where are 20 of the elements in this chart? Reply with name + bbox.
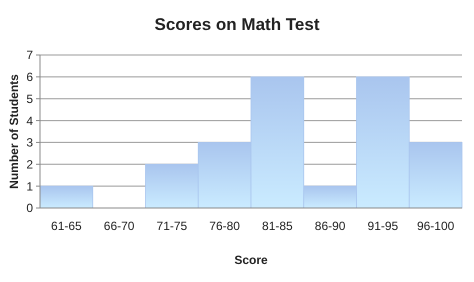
- x-tick-label: 81-85: [262, 219, 294, 233]
- x-tick-label: 91-95: [368, 219, 399, 233]
- x-axis-title: Score: [234, 253, 268, 267]
- y-tick-label: 6: [26, 70, 34, 84]
- y-tick-label: 4: [26, 114, 34, 128]
- y-tick-label: 3: [26, 136, 34, 150]
- x-tick-label: 76-80: [209, 219, 240, 233]
- y-tick-label: 0: [26, 201, 34, 216]
- y-tick-label: 2: [26, 157, 34, 172]
- y-axis-title: Number of Students: [7, 74, 21, 189]
- x-tick-label: 61-65: [51, 219, 82, 233]
- x-tick-label: 86-90: [314, 219, 346, 233]
- chart-title: Scores on Math Test: [154, 15, 320, 34]
- bar: [40, 186, 94, 208]
- y-tick-label: 1: [26, 179, 34, 194]
- x-tick-label: 71-75: [156, 219, 188, 233]
- y-tick-label: 5: [26, 92, 34, 106]
- x-tick-label: 66-70: [104, 219, 135, 233]
- y-tick-label: 7: [26, 48, 34, 62]
- x-tick-label: 96-100: [416, 219, 455, 233]
